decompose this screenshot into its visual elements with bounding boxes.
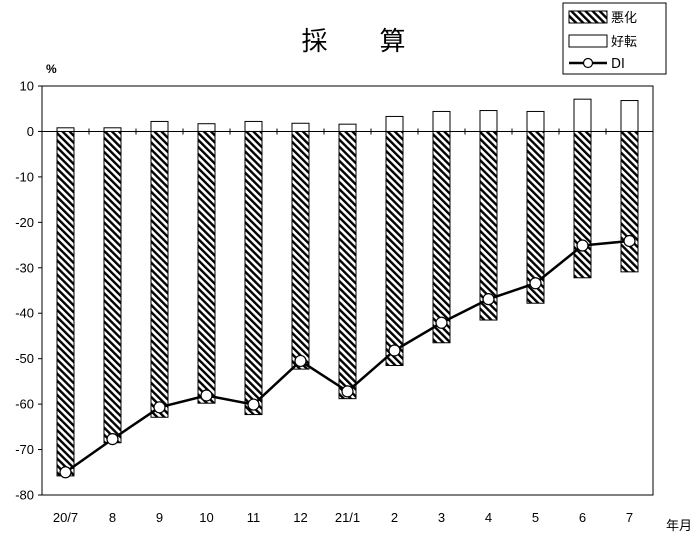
bar-koten xyxy=(526,110,545,132)
di-point xyxy=(623,234,636,248)
bar-koten xyxy=(573,98,592,132)
bar-akka xyxy=(479,130,498,321)
di-point xyxy=(529,277,542,290)
x-tick-label: 9 xyxy=(156,510,163,525)
x-axis: 20/7 8 9 10 11 12 21/1 2 3 4 5 6 7 xyxy=(53,510,633,525)
x-tick-label: 11 xyxy=(247,510,261,525)
x-tick-label: 6 xyxy=(579,510,586,525)
bar-akka xyxy=(103,130,122,444)
legend-label-akka: 悪化 xyxy=(611,11,637,26)
bar-akka xyxy=(150,130,169,418)
x-tick-label: 12 xyxy=(293,510,307,525)
legend-swatch-akka xyxy=(568,10,608,24)
legend-label-koten: 好転 xyxy=(611,35,637,50)
di-point xyxy=(482,293,495,306)
x-axis-ticks xyxy=(88,128,607,135)
chart-title: 採 算 xyxy=(301,27,418,57)
x-tick-label: 20/7 xyxy=(53,510,78,525)
bar-koten xyxy=(479,110,498,132)
bar-akka xyxy=(620,130,639,273)
di-point xyxy=(576,239,589,252)
series-akka xyxy=(56,130,639,477)
y-tick-label: -30 xyxy=(15,260,34,275)
di-point xyxy=(247,398,260,411)
x-tick-label: 8 xyxy=(109,510,116,525)
y-tick-label: -40 xyxy=(15,306,34,321)
x-tick-label: 5 xyxy=(532,510,539,525)
bar-koten xyxy=(197,123,216,132)
y-unit-label: % xyxy=(46,62,57,76)
di-point xyxy=(341,385,354,398)
di-point xyxy=(388,344,401,357)
bar-akka xyxy=(197,130,216,404)
series-koten xyxy=(56,98,639,132)
plot-frame xyxy=(41,85,654,496)
legend-swatch-koten xyxy=(568,34,608,48)
legend-label-di: DI xyxy=(611,57,625,72)
di-point xyxy=(106,433,119,446)
bar-koten xyxy=(432,110,451,132)
series-di xyxy=(59,234,636,479)
bar-akka xyxy=(432,130,451,344)
bar-koten xyxy=(291,122,310,132)
y-axis: 10 0 -10 -20 -30 -40 -50 -60 -70 -80 xyxy=(15,79,42,503)
di-point xyxy=(435,316,448,329)
bar-akka xyxy=(56,130,75,477)
di-point xyxy=(153,401,166,414)
y-tick-label: -20 xyxy=(15,215,34,230)
y-tick-label: -50 xyxy=(15,351,34,366)
y-tick-label: 0 xyxy=(27,124,34,139)
di-point xyxy=(59,466,72,479)
legend-marker-di xyxy=(582,57,594,69)
bar-koten xyxy=(338,123,357,132)
x-tick-label: 2 xyxy=(391,510,398,525)
bar-koten xyxy=(620,100,639,132)
y-tick-label: -70 xyxy=(15,442,34,457)
bar-koten xyxy=(385,115,404,132)
x-tick-label: 3 xyxy=(438,510,445,525)
y-tick-label: -60 xyxy=(15,397,34,412)
y-tick-label: -10 xyxy=(15,169,34,184)
x-tick-label: 10 xyxy=(199,510,213,525)
x-unit-label: 年月 xyxy=(666,519,692,534)
x-tick-label: 21/1 xyxy=(335,510,360,525)
di-point xyxy=(200,389,213,402)
legend: 悪化 好転 DI xyxy=(562,2,667,75)
x-tick-label: 4 xyxy=(485,510,492,525)
bar-akka xyxy=(244,130,263,416)
bar-akka xyxy=(338,130,357,400)
bar-akka xyxy=(291,130,310,370)
bar-koten xyxy=(56,127,75,132)
bar-koten xyxy=(150,120,169,132)
x-tick-label: 7 xyxy=(626,510,633,525)
bar-akka xyxy=(573,130,592,279)
bar-koten xyxy=(103,127,122,132)
bar-koten xyxy=(244,120,263,132)
y-tick-label: 10 xyxy=(20,79,34,94)
y-tick-label: -80 xyxy=(15,488,34,503)
di-point xyxy=(294,354,307,368)
bar-akka xyxy=(385,130,404,366)
